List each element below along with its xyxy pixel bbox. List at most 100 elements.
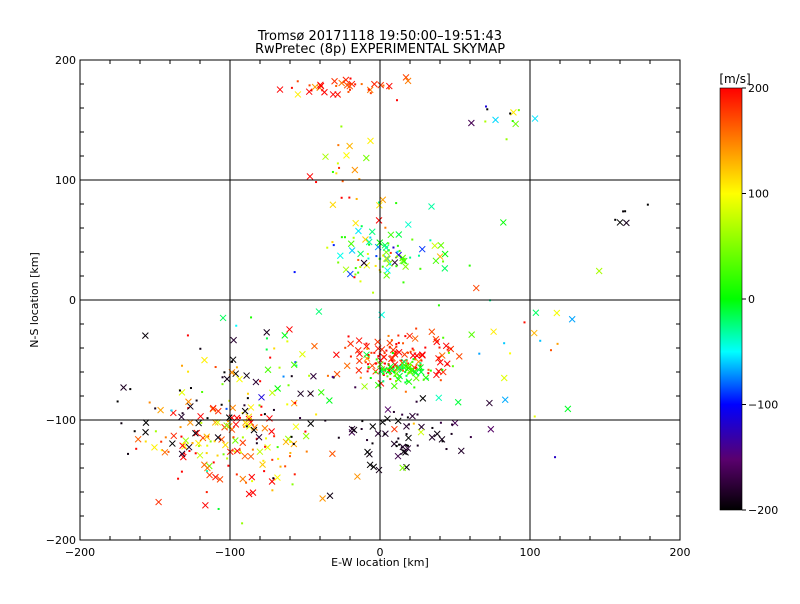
- data-point-dot: [624, 210, 627, 213]
- data-point-dot: [273, 347, 276, 350]
- data-point-dot: [447, 351, 450, 354]
- data-point-dot: [395, 343, 398, 346]
- data-point-cross: [333, 370, 341, 378]
- data-point-dot: [359, 376, 362, 379]
- data-point-cross: [245, 413, 253, 421]
- data-point-cross: [232, 421, 240, 428]
- data-point-dot: [212, 461, 215, 464]
- data-point-dot: [294, 401, 297, 404]
- data-point-cross: [202, 501, 209, 509]
- data-point-dot: [305, 450, 308, 453]
- data-point-cross: [376, 201, 383, 209]
- data-point-cross: [406, 332, 414, 340]
- data-point-dot: [404, 390, 407, 393]
- data-point-cross: [367, 137, 374, 145]
- data-point-dot: [295, 364, 298, 367]
- data-point-dot: [226, 457, 229, 460]
- data-point-dot: [344, 346, 347, 349]
- data-point-dot: [183, 441, 186, 444]
- data-point-cross: [195, 419, 202, 427]
- data-point-cross: [366, 86, 374, 94]
- data-point-dot: [369, 92, 372, 95]
- data-point-dot: [401, 413, 404, 416]
- data-point-dot: [374, 264, 377, 267]
- data-point-dot: [227, 420, 230, 423]
- data-point-dot: [360, 83, 363, 86]
- data-point-cross: [383, 271, 390, 279]
- data-point-dot: [416, 413, 419, 416]
- data-point-dot: [419, 267, 422, 270]
- data-point-cross: [409, 412, 416, 420]
- data-point-dot: [431, 426, 434, 429]
- data-point-cross: [370, 463, 377, 471]
- data-point-dot: [446, 348, 449, 351]
- data-point-dot: [238, 416, 241, 419]
- data-point-cross: [151, 444, 158, 451]
- data-point-cross: [347, 340, 354, 348]
- data-point-cross: [405, 378, 413, 386]
- data-point-dot: [241, 522, 244, 525]
- data-point-dot: [390, 359, 393, 362]
- colorbar-tick-label: 100: [748, 188, 769, 201]
- data-point-dot: [397, 437, 400, 440]
- data-point-dot: [321, 89, 324, 92]
- data-point-cross: [616, 219, 624, 226]
- data-point-cross: [239, 475, 247, 483]
- data-point-cross: [375, 217, 383, 224]
- data-point-dot: [442, 336, 445, 339]
- data-point-dot: [181, 364, 184, 367]
- data-point-cross: [564, 405, 572, 413]
- data-point-dot: [412, 349, 415, 352]
- data-points: [116, 74, 649, 525]
- data-point-dot: [437, 356, 440, 359]
- data-point-dot: [426, 377, 429, 380]
- data-point-cross: [170, 432, 178, 440]
- data-point-dot: [394, 374, 397, 377]
- data-point-dot: [221, 383, 224, 386]
- data-point-dot: [264, 445, 267, 448]
- data-point-dot: [374, 362, 377, 365]
- data-point-cross: [362, 236, 369, 243]
- data-point-dot: [549, 349, 552, 352]
- data-point-cross: [399, 464, 407, 472]
- data-point-cross: [368, 362, 376, 370]
- data-point-dot: [135, 447, 138, 450]
- data-point-cross: [433, 338, 441, 346]
- data-point-dot: [349, 355, 352, 358]
- data-point-dot: [216, 454, 219, 457]
- data-point-dot: [265, 337, 268, 340]
- data-point-dot: [398, 443, 401, 446]
- data-point-cross: [178, 413, 185, 421]
- data-point-cross: [431, 242, 439, 250]
- data-point-cross: [510, 109, 517, 116]
- data-point-cross: [245, 490, 253, 498]
- data-point-dot: [402, 342, 405, 345]
- grid-lines: [80, 60, 680, 540]
- data-point-cross: [442, 342, 450, 350]
- data-point-dot: [416, 444, 419, 447]
- data-point-dot: [354, 83, 357, 86]
- colorbar-ticks: 200 100 0 −100 −200: [742, 82, 778, 517]
- data-point-dot: [337, 436, 340, 439]
- data-point-cross: [355, 367, 363, 374]
- data-point-cross: [371, 80, 378, 88]
- data-point-cross: [329, 450, 336, 458]
- data-point-dot: [397, 334, 400, 337]
- data-point-cross: [364, 448, 371, 456]
- data-point-cross: [405, 434, 412, 442]
- data-point-dot: [308, 374, 311, 377]
- data-point-cross: [402, 448, 409, 456]
- data-point-dot: [360, 225, 363, 228]
- data-point-cross: [310, 372, 317, 380]
- data-point-dot: [614, 218, 617, 221]
- data-point-dot: [406, 444, 409, 447]
- data-point-cross: [490, 328, 497, 336]
- data-point-dot: [451, 423, 454, 426]
- data-point-dot: [468, 264, 471, 267]
- data-point-dot: [505, 138, 508, 141]
- data-point-dot: [412, 422, 415, 425]
- data-point-dot: [407, 362, 410, 365]
- data-point-cross: [348, 247, 356, 254]
- data-point-dot: [509, 112, 512, 115]
- data-point-cross: [457, 447, 465, 455]
